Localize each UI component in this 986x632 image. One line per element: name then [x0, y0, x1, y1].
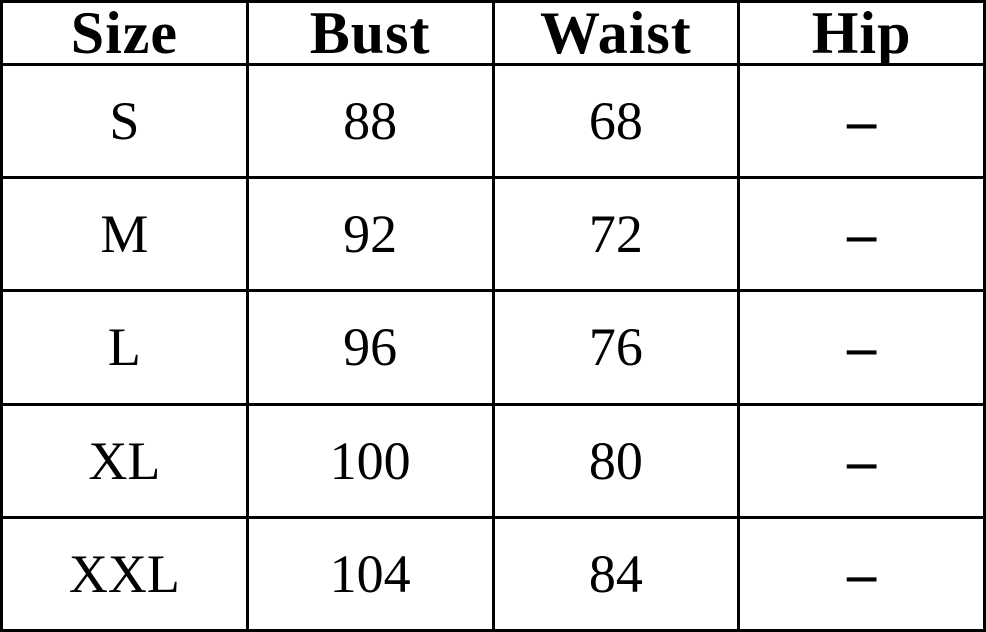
header-row: Size Bust Waist Hip: [0, 0, 986, 66]
bust-cell: 104: [245, 515, 495, 632]
size-cell: XXL: [0, 515, 249, 632]
waist-cell: 76: [491, 289, 741, 406]
waist-cell: 84: [491, 515, 741, 632]
size-cell: L: [0, 289, 249, 406]
waist-cell: 80: [491, 402, 741, 519]
hip-cell: –: [737, 515, 986, 632]
waist-cell: 68: [491, 62, 741, 180]
table-row-xl: XL 100 80 –: [0, 402, 986, 519]
bust-cell: 88: [245, 62, 495, 180]
header-cell-size: Size: [0, 0, 249, 66]
hip-cell: –: [737, 62, 986, 180]
table-row-m: M 92 72 –: [0, 176, 986, 293]
header-cell-bust: Bust: [245, 0, 495, 66]
bust-cell: 96: [245, 289, 495, 406]
table-row-xxl: XXL 104 84 –: [0, 515, 986, 632]
size-cell: XL: [0, 402, 249, 519]
waist-cell: 72: [491, 176, 741, 293]
bust-cell: 100: [245, 402, 495, 519]
size-cell: M: [0, 176, 249, 293]
bust-cell: 92: [245, 176, 495, 293]
header-cell-hip: Hip: [737, 0, 986, 66]
header-cell-waist: Waist: [491, 0, 741, 66]
size-cell: S: [0, 62, 249, 180]
hip-cell: –: [737, 402, 986, 519]
table-row-s: S 88 68 –: [0, 62, 986, 180]
table-row-l: L 96 76 –: [0, 289, 986, 406]
hip-cell: –: [737, 176, 986, 293]
hip-cell: –: [737, 289, 986, 406]
